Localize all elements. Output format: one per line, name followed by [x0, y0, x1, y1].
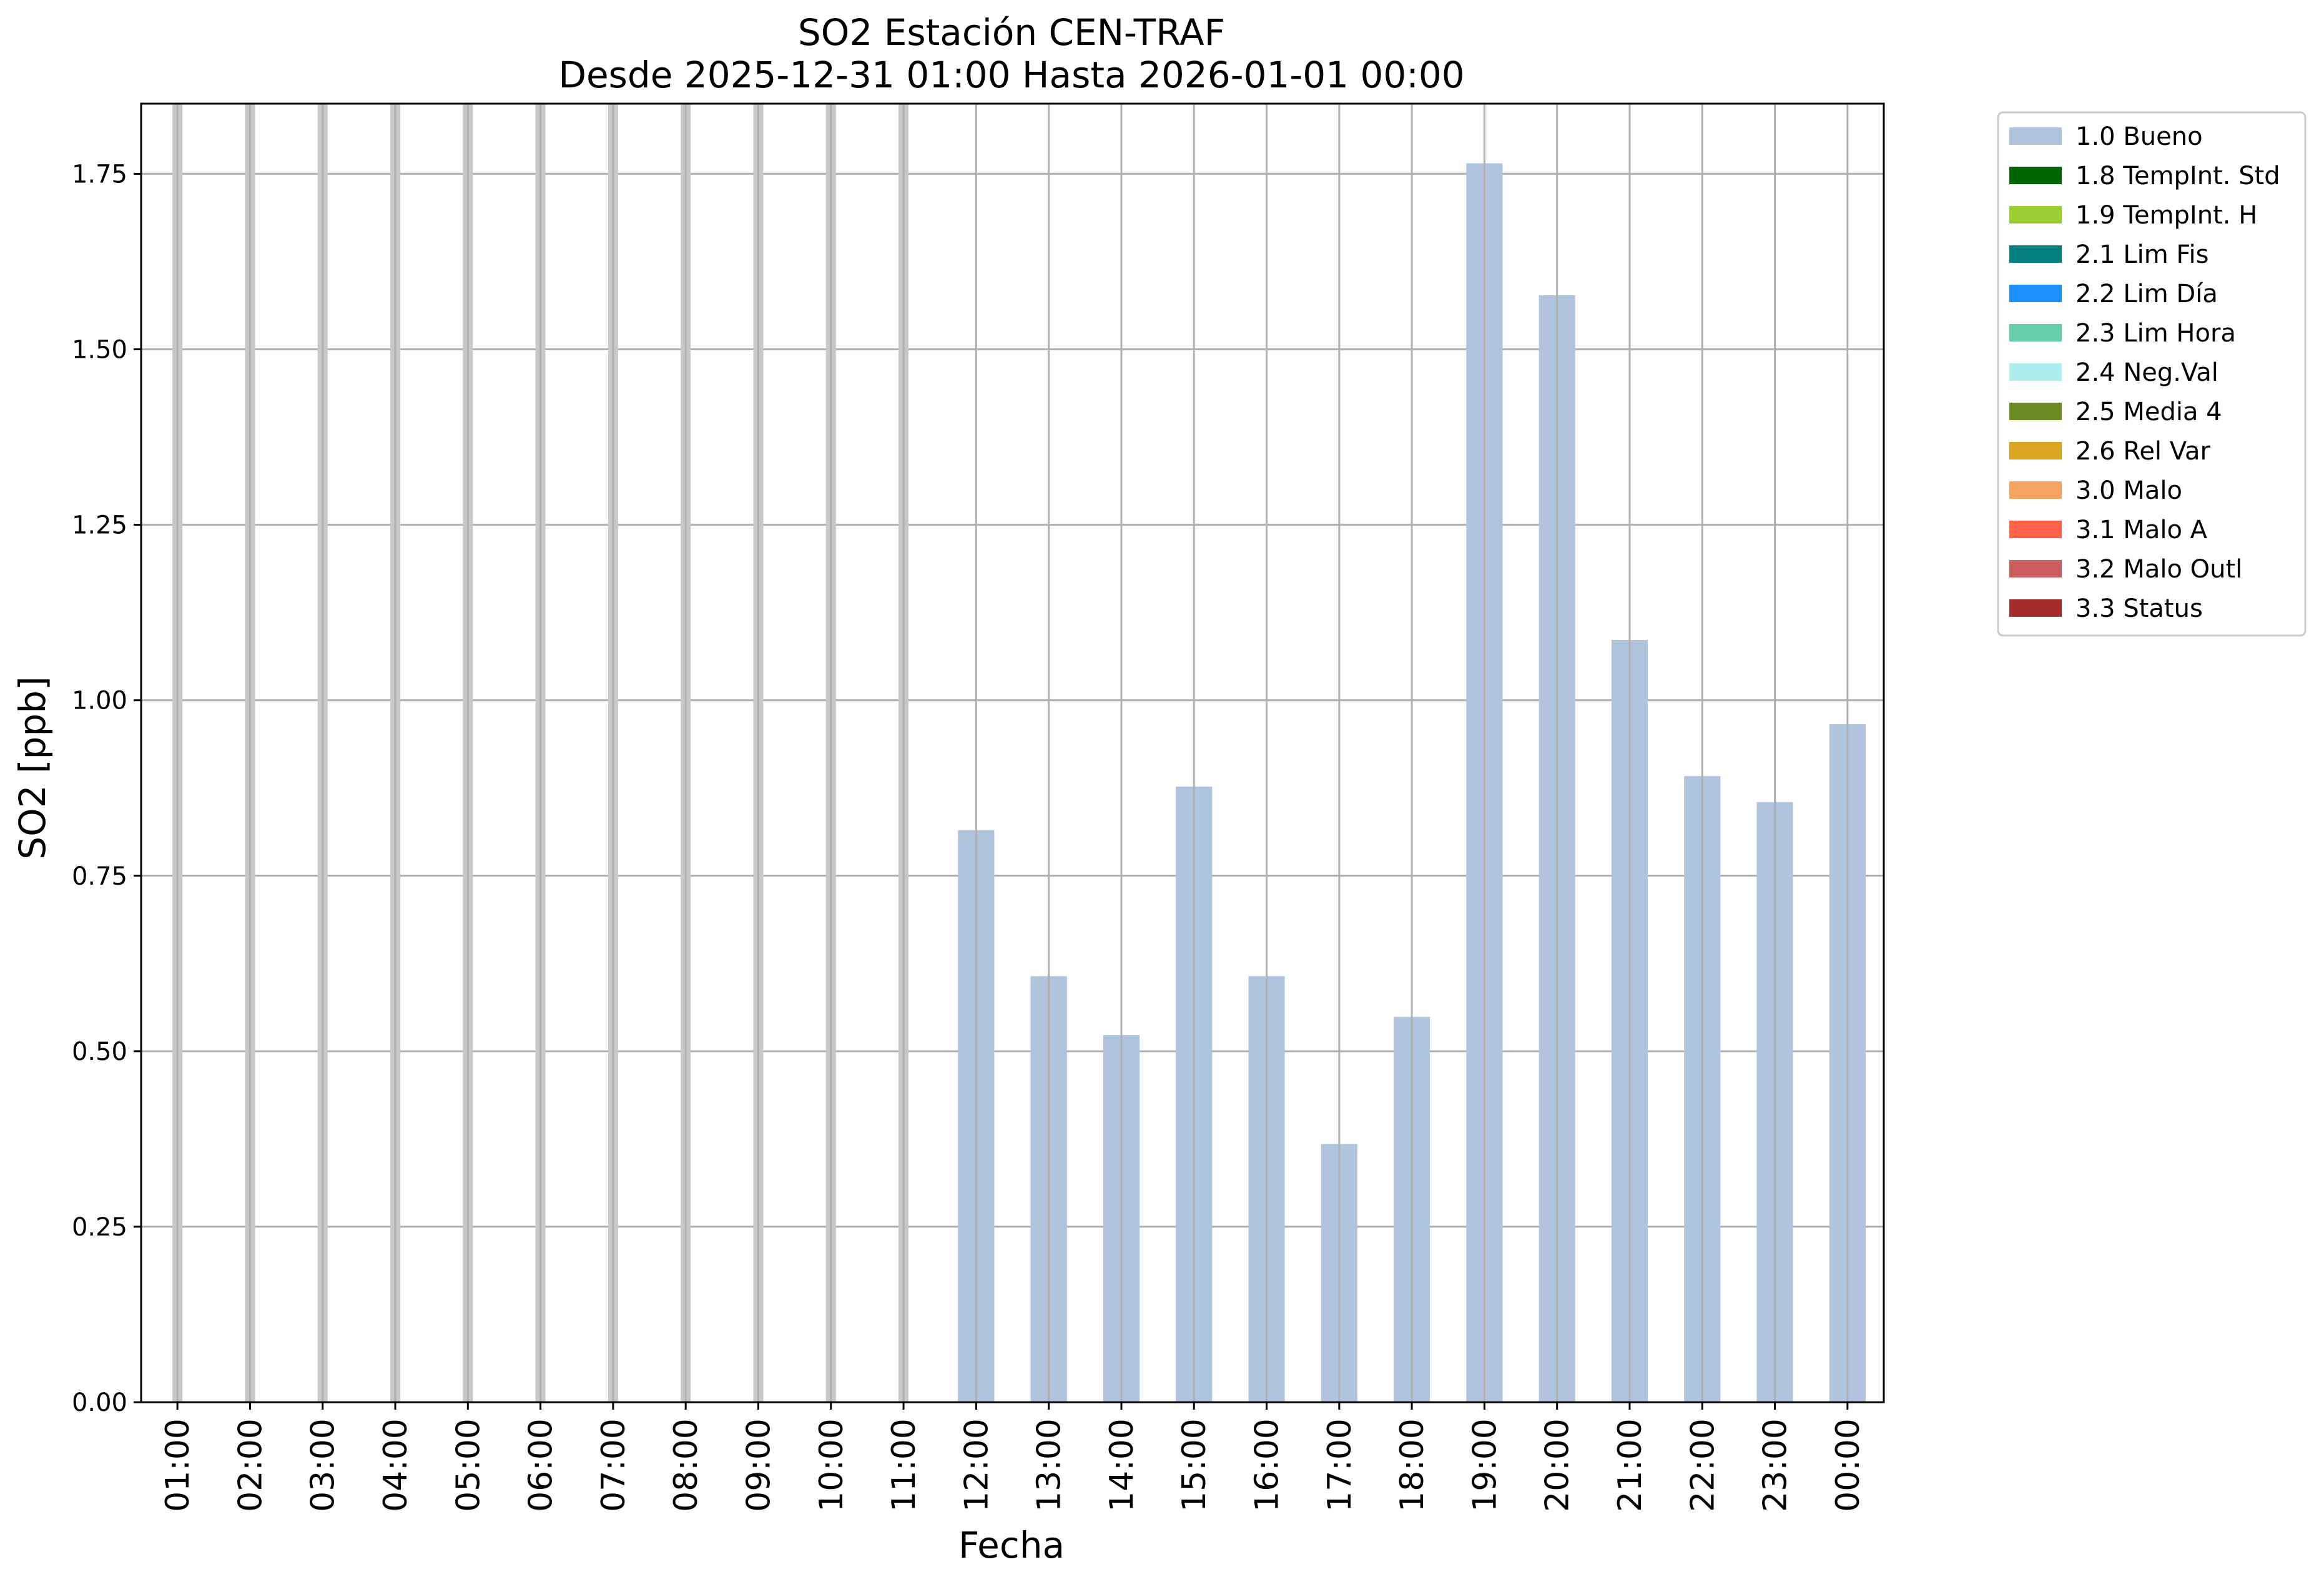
legend-swatch [2009, 245, 2062, 263]
x-tick-label: 06:00 [523, 1418, 560, 1512]
legend-swatch [2009, 442, 2062, 459]
ticks-layer: 0.00 0.25 0.50 0.75 1.00 1.25 1.50 1.75 01:00 02:… [72, 160, 1867, 1511]
x-tick-label: 22:00 [1684, 1418, 1721, 1512]
x-tick-label: 14:00 [1103, 1418, 1141, 1512]
x-tick-label: 12:00 [958, 1418, 995, 1512]
legend-label: 3.3 Status [2075, 594, 2203, 623]
x-tick-label: 23:00 [1757, 1418, 1795, 1512]
y-tick-label: 0.25 [72, 1213, 127, 1242]
legend-box [1997, 111, 2307, 637]
x-tick-label: 19:00 [1466, 1418, 1504, 1512]
x-tick-label: 03:00 [305, 1418, 342, 1512]
chart-title-line-2: Desde 2025-12-31 01:00 Hasta 2026-01-01 … [558, 54, 1464, 96]
legend-label: 2.1 Lim Fis [2075, 240, 2208, 269]
legend-label: 2.2 Lim Día [2075, 280, 2218, 308]
legend-label: 3.0 Malo [2075, 476, 2182, 505]
x-tick-label: 11:00 [885, 1418, 923, 1512]
x-axis-label: Fecha [958, 1524, 1065, 1566]
x-tick-label: 13:00 [1031, 1418, 1068, 1512]
legend: 1.0 Bueno 1.8 TempInt. Std 1.9 TempInt. H 2… [1997, 111, 2307, 637]
x-tick-label: 10:00 [813, 1418, 850, 1512]
x-tick-label: 09:00 [740, 1418, 777, 1512]
legend-label: 2.3 Lim Hora [2075, 319, 2236, 348]
y-tick-label: 0.75 [72, 862, 127, 891]
legend-label: 3.1 Malo A [2075, 516, 2208, 544]
legend-label: 2.4 Neg.Val [2075, 358, 2218, 387]
legend-label: 1.9 TempInt. H [2075, 201, 2257, 230]
x-tick-label: 16:00 [1249, 1418, 1286, 1512]
legend-label: 2.6 Rel Var [2075, 437, 2211, 466]
y-tick-label: 1.25 [72, 511, 127, 540]
legend-swatch [2009, 206, 2062, 224]
x-tick-label: 20:00 [1539, 1418, 1577, 1512]
legend-label: 3.2 Malo Outl [2075, 555, 2242, 584]
x-tick-label: 00:00 [1829, 1418, 1867, 1512]
missing-data-layer [172, 104, 909, 1402]
x-tick-label: 17:00 [1321, 1418, 1359, 1512]
x-tick-label: 02:00 [232, 1418, 269, 1512]
legend-swatch [2009, 403, 2062, 420]
x-tick-label: 05:00 [450, 1418, 487, 1512]
legend-swatch [2009, 481, 2062, 499]
legend-label: 1.8 TempInt. Std [2075, 162, 2280, 190]
x-tick-label: 01:00 [159, 1418, 197, 1512]
legend-swatch [2009, 285, 2062, 302]
x-tick-label: 15:00 [1176, 1418, 1213, 1512]
legend-swatch [2009, 521, 2062, 538]
y-tick-label: 0.00 [72, 1388, 127, 1417]
x-tick-label: 04:00 [377, 1418, 415, 1512]
y-axis-label: SO2 [ppb] [11, 676, 54, 860]
grid-layer [141, 172, 1884, 1403]
y-tick-label: 1.75 [72, 160, 127, 189]
x-tick-label: 07:00 [595, 1418, 633, 1512]
plot-frame [140, 102, 1885, 1403]
x-tick-label: 21:00 [1612, 1418, 1649, 1512]
legend-swatch [2009, 127, 2062, 145]
legend-label: 2.5 Media 4 [2075, 398, 2222, 426]
y-tick-label: 1.00 [72, 687, 127, 715]
legend-swatch [2009, 363, 2062, 381]
x-tick-label: 18:00 [1394, 1418, 1431, 1512]
legend-swatch [2009, 324, 2062, 341]
legend-swatch [2009, 560, 2062, 577]
y-tick-label: 0.50 [72, 1038, 127, 1066]
legend-label: 1.0 Bueno [2075, 122, 2203, 151]
legend-swatch [2009, 167, 2062, 184]
chart-title-line-1: SO2 Estación CEN-TRAF [798, 11, 1225, 54]
legend-swatch [2009, 599, 2062, 617]
x-tick-label: 08:00 [667, 1418, 705, 1512]
vertical-grid-layer [176, 104, 1849, 1402]
y-tick-label: 1.50 [72, 336, 127, 365]
